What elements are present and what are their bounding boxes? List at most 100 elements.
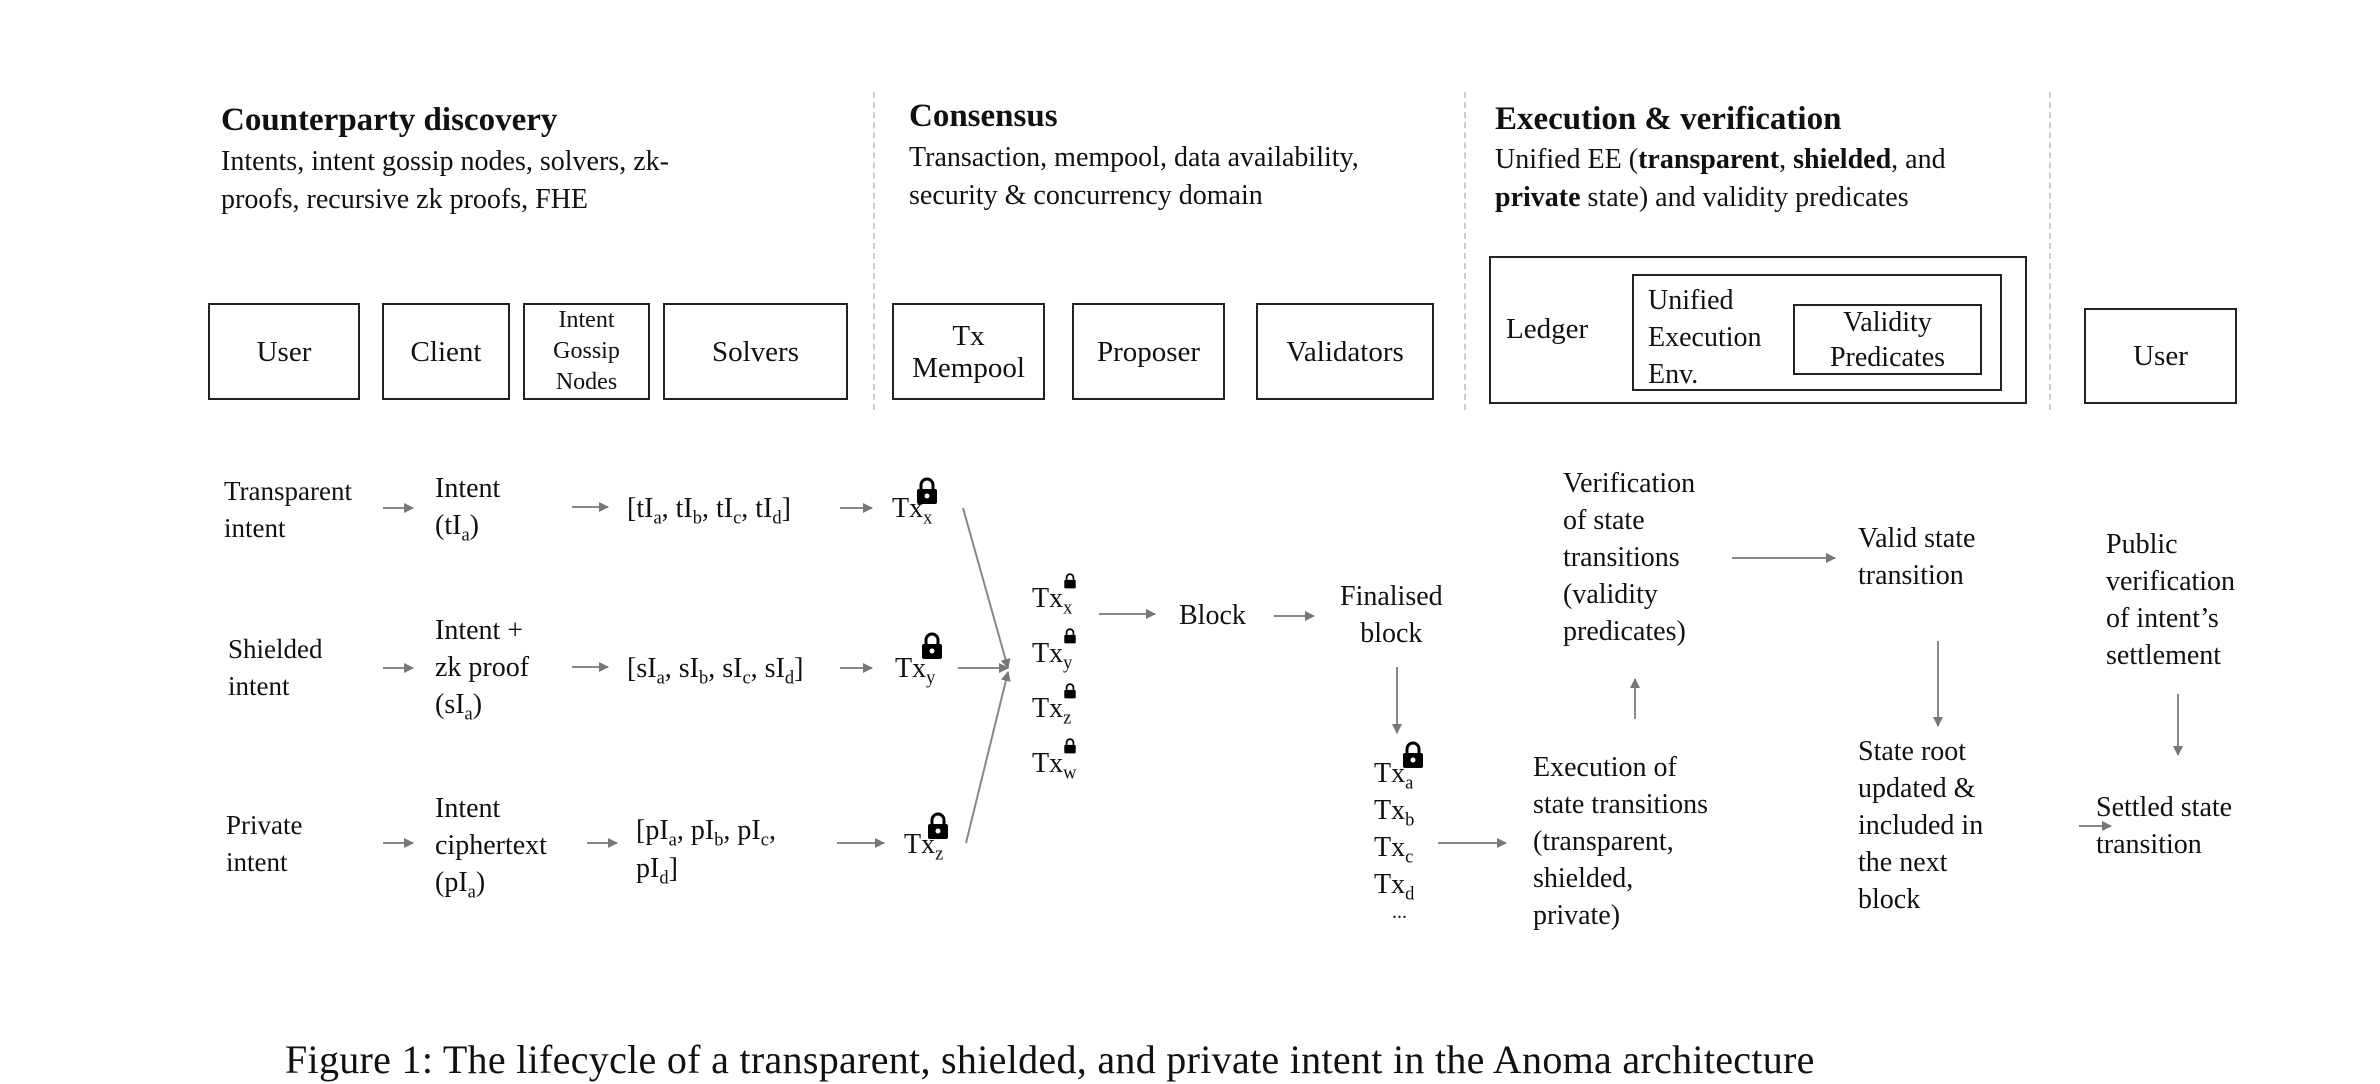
box-line: Nodes [555, 369, 618, 395]
label-line: shielded, [1533, 863, 1634, 894]
label-line: Intent [435, 473, 501, 504]
label-line: transitions [1563, 542, 1680, 573]
valid-state-label: Valid state transition [1858, 520, 1975, 594]
label-line: block [1360, 618, 1423, 649]
figure-caption: Figure 1: The lifecycle of a transparent… [285, 1037, 1815, 1082]
section-desc-consensus: Transaction, mempool, data availability,… [909, 139, 1359, 215]
lock-icon [1403, 741, 1423, 768]
section-desc-discovery: Intents, intent gossip nodes, solvers, z… [221, 143, 669, 219]
tx-item: Txw [1032, 748, 1077, 783]
label-line: (transparent, [1533, 826, 1674, 857]
private-intent-node: Intent ciphertext (pIa) [435, 790, 547, 901]
label-line: State root [1858, 736, 1967, 767]
desc-line: private state) and validity predicates [1495, 182, 1909, 213]
user-end-box: User [2084, 308, 2237, 404]
intent-item: sIc [722, 653, 751, 688]
tx-item: Txc [1374, 832, 1414, 867]
tx-set: Txx Txy Txz Txw [1032, 571, 1076, 791]
label-line: Finalised [1340, 581, 1443, 612]
finalised-block-label: Finalised block [1340, 578, 1443, 652]
verification-label: Verification of state transitions (validity… [1563, 465, 1695, 650]
desc-line: Unified EE (transparent, shielded, and [1495, 144, 1946, 175]
label-line: (sIa) [435, 689, 483, 724]
intent-item: pIb [690, 815, 724, 850]
tx-y-encrypted: Txy [895, 653, 936, 688]
label-line: Intent + [435, 615, 524, 646]
lock-icon [922, 632, 942, 659]
section-divider [1464, 92, 1466, 410]
label-line: zk proof [435, 652, 530, 683]
tx-item: Txa [1374, 758, 1414, 793]
label-line: (pIa) [435, 867, 486, 902]
tx-item: Txx [1032, 583, 1073, 618]
state-root-label: State root updated & included in the next bl… [1858, 733, 1983, 918]
label-line: state transitions [1533, 789, 1708, 820]
label-line: of state [1563, 505, 1645, 536]
label-line: block [1858, 884, 1921, 915]
box-line: Unified [1648, 285, 1734, 316]
label-line: of intent’s [2106, 603, 2219, 634]
user-box: User [208, 303, 360, 400]
tx-item: Txd [1374, 869, 1415, 904]
label-line: the next [1858, 847, 1948, 878]
tx-mempool-box: Tx Mempool [892, 303, 1045, 400]
label-line: Intent [435, 793, 501, 824]
desc-line: proofs, recursive zk proofs, FHE [221, 184, 589, 215]
desc-line: Transaction, mempool, data availability, [909, 142, 1359, 173]
validators-box: Validators [1256, 303, 1434, 400]
section-title-execution: Execution & verification [1495, 101, 1842, 137]
section-title-discovery: Counterparty discovery [221, 102, 558, 138]
shielded-intent-set: [sIa, sIb, sIc, sId] [627, 653, 804, 688]
section-desc-execution: Unified EE (transparent, shielded, and p… [1495, 141, 1946, 217]
intent-item: pIc [737, 815, 769, 850]
intent-item: sIb [678, 653, 709, 688]
label-line: included in [1858, 810, 1984, 841]
intent-gossip-nodes-box: Intent Gossip Nodes [523, 303, 650, 400]
ledger-label: Ledger [1506, 313, 1589, 345]
arrow [965, 671, 1011, 844]
label-line: intent [224, 513, 286, 543]
client-box: Client [382, 303, 510, 400]
section-divider [2049, 92, 2051, 410]
box-line: Execution [1648, 322, 1762, 353]
proposer-box: Proposer [1072, 303, 1225, 400]
label-line: Settled state [2096, 792, 2233, 823]
block-tx-list: Txa Txb Txc Txd ... [1374, 755, 1415, 922]
ledger-box: Ledger Unified Execution Env. Validity P… [1489, 256, 2027, 404]
private-intent-label: Private intent [226, 807, 302, 881]
desc-line: Intents, intent gossip nodes, solvers, z… [221, 146, 669, 177]
lock-icon [1064, 628, 1076, 644]
box-line: Mempool [912, 351, 1025, 384]
label-line: Execution of [1533, 752, 1677, 783]
label-line: Shielded [228, 634, 323, 664]
execution-label: Execution of state transitions (transparen… [1533, 749, 1708, 934]
box-line: Env. [1648, 359, 1699, 390]
intent-item: sIa [636, 653, 665, 688]
solvers-box: Solvers [663, 303, 848, 400]
label-line: predicates) [1563, 616, 1686, 647]
transparent-intent-label: Transparent intent [224, 473, 352, 547]
label-line: (validity [1563, 579, 1658, 610]
desc-line: security & concurrency domain [909, 180, 1263, 211]
intent-item: tIb [675, 493, 702, 528]
settled-state-label: Settled state transition [2096, 789, 2232, 863]
shielded-intent-label: Shielded intent [228, 631, 323, 705]
box-line: Gossip [553, 338, 620, 364]
label-line: ciphertext [435, 830, 547, 861]
uee-label: Unified Execution Env. [1648, 282, 1762, 393]
lock-icon [1064, 573, 1076, 589]
lock-icon [1064, 738, 1076, 754]
box-line: Validity [1843, 306, 1932, 338]
transparent-intent-node: Intent (tIa) [435, 470, 500, 544]
label-line: Transparent [224, 476, 352, 506]
box-line: Intent [558, 307, 615, 333]
intent-item: pId [636, 853, 669, 888]
lock-icon [928, 812, 948, 839]
label-line: transition [1858, 560, 1964, 591]
public-verification-label: Public verification of intent’s settlement [2106, 526, 2235, 674]
intent-item: sId [764, 653, 795, 688]
arrow [962, 507, 1011, 669]
label-line: updated & [1858, 773, 1976, 804]
label-line: Valid state [1858, 523, 1976, 554]
